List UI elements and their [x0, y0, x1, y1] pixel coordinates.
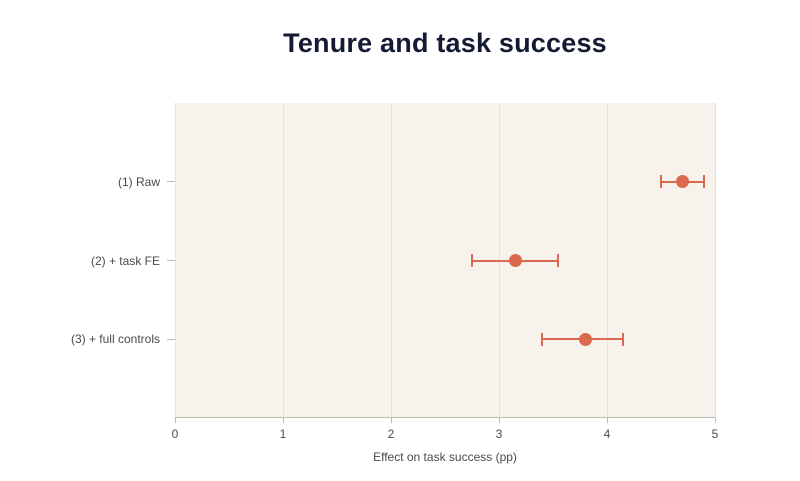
- gridline: [174, 103, 176, 418]
- y-axis-label: (1) Raw: [117, 174, 160, 189]
- x-axis-tick-label: 0: [171, 427, 179, 441]
- point-estimate: [508, 254, 522, 267]
- x-axis-tick-label: 5: [711, 427, 719, 441]
- gridline: [606, 103, 608, 418]
- coefficient-plot: 0 1 2 3 4 5 (1) Raw (2) + task FE (3) + full con…: [71, 103, 718, 464]
- point-estimate: [676, 175, 690, 189]
- ci-cap: [703, 175, 706, 189]
- gridline: [714, 103, 716, 418]
- x-axis-tick: [714, 418, 716, 423]
- x-axis-tick-label: 4: [603, 427, 611, 441]
- ci-cap: [660, 175, 662, 189]
- ci-cap: [541, 332, 544, 346]
- y-axis-tick: [167, 260, 175, 261]
- x-axis-tick: [390, 418, 392, 423]
- x-axis-tick-label: 2: [387, 427, 395, 441]
- x-axis-tick-label: 1: [279, 427, 287, 441]
- ci-cap: [471, 254, 473, 267]
- ci-cap: [622, 332, 625, 346]
- y-axis-tick: [167, 338, 175, 340]
- x-axis-tick-label: 3: [495, 427, 503, 441]
- x-axis-tick: [606, 418, 608, 423]
- y-axis-tick: [167, 181, 175, 183]
- chart-title: Tenure and task success: [283, 28, 607, 58]
- gridline: [390, 103, 392, 418]
- y-axis-label: (3) + full controls: [70, 332, 160, 347]
- x-axis-tick: [174, 418, 176, 423]
- point-estimate: [578, 332, 592, 346]
- x-axis-tick: [498, 418, 500, 423]
- y-axis-label: (2) + task FE: [90, 253, 160, 268]
- ci-cap: [557, 254, 560, 267]
- gridline: [282, 103, 284, 418]
- x-axis-tick: [282, 418, 284, 423]
- x-axis-title: Effect on task success (pp): [373, 450, 517, 464]
- plot-panel: 0 1 2 3 4 5 (1) Raw (2) + task FE (3) + full con…: [71, 103, 718, 441]
- x-axis-line: [175, 417, 715, 418]
